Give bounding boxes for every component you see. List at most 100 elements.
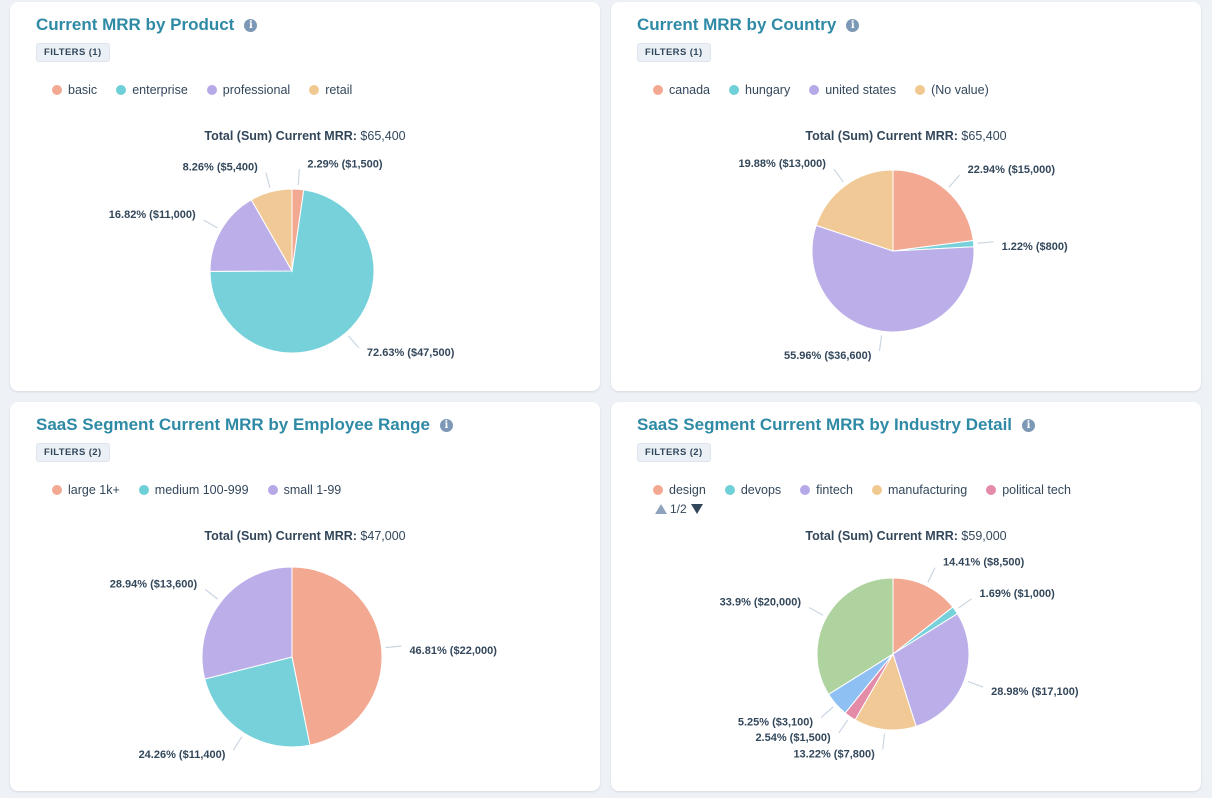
filters-button[interactable]: FILTERS (2) [637,443,711,462]
chart-card-industry-detail: SaaS Segment Current MRR by Industry Det… [611,402,1201,791]
label-connector [948,174,961,188]
legend-label: medium 100-999 [154,483,249,497]
page-indicator: 1/2 [670,502,687,516]
legend-item[interactable]: devops [724,483,782,497]
chart-title[interactable]: SaaS Segment Current MRR by Industry Det… [637,415,1036,435]
filters-button[interactable]: FILTERS (1) [637,43,711,62]
data-label: 46.81% ($22,000) [409,645,497,657]
pie-slice-manufacturing[interactable] [854,652,917,731]
data-label: 5.25% ($3,100) [738,717,814,729]
label-connector [878,335,883,352]
legend-swatch [52,85,62,95]
info-icon[interactable]: i [439,418,453,432]
data-label: 1.69% ($1,000) [980,588,1056,600]
data-label: 13.22% ($7,800) [793,748,875,760]
label-connector [927,567,936,583]
legend-swatch [309,85,320,95]
label-connector [265,172,271,189]
data-label: 28.94% ($13,600) [110,578,198,590]
info-icon[interactable]: i [1022,418,1036,432]
label-connector [808,606,824,616]
total-label: Total (Sum) Current MRR: $65,400 [805,129,1007,143]
chart-title[interactable]: Current MRR by Product i [36,15,258,35]
chart-title[interactable]: Current MRR by Country i [637,15,860,35]
legend-item[interactable]: manufacturing [872,483,967,497]
legend-item[interactable]: professional [206,83,291,97]
legend-swatch [653,85,663,95]
data-label: 22.94% ($15,000) [968,164,1056,176]
pie-chart: 14.41% ($8,500) 1.69% ($1,000) 28.98% ($17… [720,557,1079,761]
data-label: 33.9% ($20,000) [720,596,802,608]
chart-title[interactable]: SaaS Segment Current MRR by Employee Ran… [36,415,453,435]
data-label: 1.22% ($800) [1002,241,1068,253]
legend-label: political tech [1002,483,1072,497]
data-label: 8.26% ($5,400) [183,161,259,173]
chart-card-product: Current MRR by Product i FILTERS (1) basi… [10,2,600,391]
legend-label: retail [325,83,353,97]
pie-chart: 46.81% ($22,000) 24.26% ($11,400) 28.94% (… [110,566,497,761]
legend-label: hungary [745,83,791,97]
legend-item[interactable]: political tech [986,483,1071,497]
legend-swatch [915,85,926,95]
legend-item[interactable]: small 1-99 [267,483,341,497]
filters-button[interactable]: FILTERS (2) [36,443,110,462]
pie-slice-medium-100-999[interactable] [204,656,311,748]
info-icon[interactable]: i [244,18,258,32]
info-icon[interactable]: i [846,18,860,32]
legend-item[interactable]: fintech [800,483,853,497]
pie-slice-retail[interactable] [250,188,293,273]
chart-card-employee-range: SaaS Segment Current MRR by Employee Ran… [10,402,600,791]
legend-swatch [138,485,149,495]
pie-slice-united-states[interactable] [811,224,975,333]
label-connector [833,168,844,183]
pie-slice-small-1-99[interactable] [201,566,293,680]
legend-item[interactable]: retail [309,83,352,97]
label-connector [882,733,886,750]
data-label: 2.54% ($1,500) [755,732,831,744]
legend-item[interactable]: enterprise [116,83,188,97]
legend-swatch [116,85,127,95]
data-label: 2.29% ($1,500) [307,158,383,170]
data-label: 14.41% ($8,500) [943,557,1025,569]
pie-slice-canada[interactable] [892,169,974,252]
label-connector [203,219,218,229]
legend-item[interactable]: large 1k+ [52,483,120,497]
legend: basic enterprise professional retail [52,83,371,97]
legend-item[interactable]: united states [809,83,896,97]
pie-slice-professional[interactable] [209,199,293,272]
legend-label: fintech [816,483,853,497]
pie-slice-other-green[interactable] [816,577,894,696]
legend-item[interactable]: basic [52,83,97,97]
label-connector [958,598,972,609]
pie-chart: 22.94% ($15,000) 1.22% ($800) 55.96% ($36,… [738,158,1068,362]
total-label: Total (Sum) Current MRR: $65,400 [204,129,406,143]
label-connector [297,169,300,186]
pie-slice-design[interactable] [892,577,954,656]
legend-swatch [653,485,663,495]
legend-swatch [724,485,735,495]
legend-item[interactable]: (No value) [915,83,989,97]
legend: canada hungary united states (No value) [653,83,1008,97]
label-connector [977,241,994,244]
pie-slice-fintech[interactable] [892,612,970,728]
pie-chart: 2.29% ($1,500) 72.63% ($47,500) 16.82% ($1… [109,158,455,359]
label-connector [232,736,243,751]
filters-button[interactable]: FILTERS (1) [36,43,110,62]
legend-item[interactable]: canada [653,83,710,97]
legend-swatch [729,85,740,95]
total-label: Total (Sum) Current MRR: $59,000 [805,529,1007,543]
total-label: Total (Sum) Current MRR: $47,000 [204,529,406,543]
legend-label: design [669,483,706,497]
legend-item[interactable]: medium 100-999 [138,483,249,497]
legend-item[interactable]: design [653,483,706,497]
legend-label: professional [222,83,291,97]
legend-label: devops [740,483,782,497]
pie-slice-large-1k-[interactable] [291,566,383,746]
legend-label: basic [68,83,98,97]
legend-item[interactable]: hungary [729,83,790,97]
label-connector [385,645,402,649]
page-down-icon[interactable] [690,504,703,514]
data-label: 24.26% ($11,400) [139,749,226,761]
page-up-icon[interactable] [655,504,667,514]
pie-slice--no-value-[interactable] [815,169,894,252]
